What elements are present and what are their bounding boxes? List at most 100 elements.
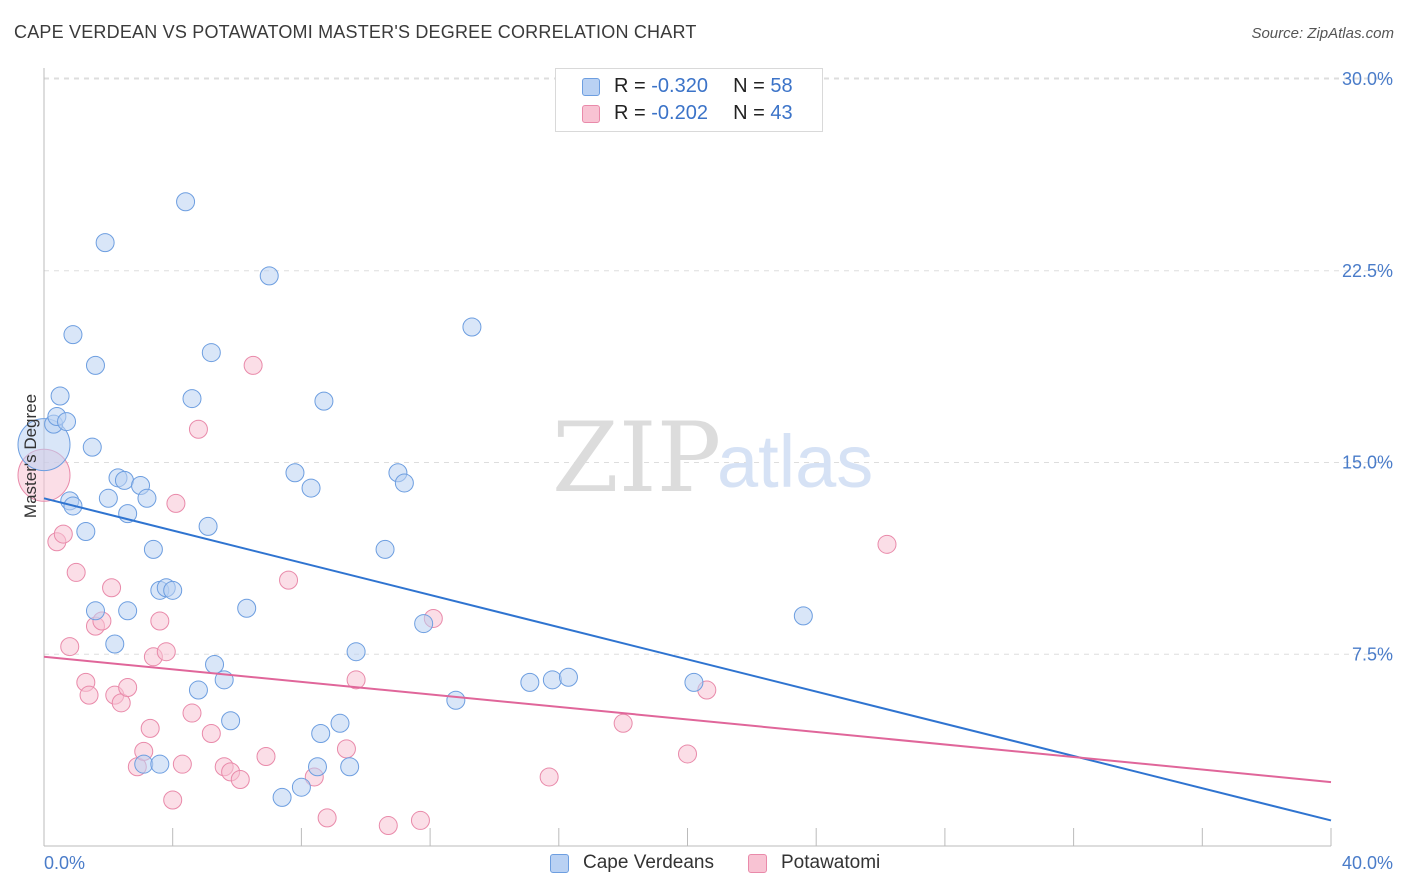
data-point	[558, 667, 578, 687]
data-point	[98, 488, 118, 508]
data-point	[272, 787, 292, 807]
data-point	[60, 637, 80, 657]
legend-n-value: 43	[770, 102, 793, 124]
legend-r-label: R =	[614, 102, 652, 124]
data-point	[182, 389, 202, 409]
data-point	[375, 539, 395, 559]
data-point	[176, 192, 196, 212]
data-point	[85, 355, 105, 375]
y-tick-label: 7.5%	[1352, 644, 1393, 664]
legend-r-label: R =	[614, 75, 652, 97]
legend-n-label: N =	[733, 102, 771, 124]
data-point	[613, 713, 633, 733]
data-point	[520, 672, 540, 692]
data-point	[205, 654, 225, 674]
data-point	[542, 670, 562, 690]
data-point	[188, 419, 208, 439]
data-point	[188, 680, 208, 700]
data-point	[230, 770, 250, 790]
data-point	[684, 672, 704, 692]
series-swatch-pink	[748, 854, 767, 873]
data-point	[201, 724, 221, 744]
x-tick-label: 0.0%	[44, 853, 85, 873]
trend-line	[43, 655, 1332, 784]
data-point	[340, 757, 360, 777]
trend-line	[43, 497, 1332, 822]
data-point	[118, 677, 138, 697]
data-point	[201, 343, 221, 363]
data-point	[793, 606, 813, 626]
data-point	[877, 534, 897, 554]
data-point	[53, 524, 73, 544]
data-point	[414, 614, 434, 634]
data-point	[539, 767, 559, 787]
data-point	[291, 777, 311, 797]
data-point	[311, 724, 331, 744]
data-point	[95, 233, 115, 253]
data-point	[172, 754, 192, 774]
watermark: ZIP atlas	[552, 402, 873, 514]
data-point	[198, 516, 218, 536]
data-point	[346, 642, 366, 662]
data-point	[143, 539, 163, 559]
data-point	[79, 685, 99, 705]
data-point	[317, 808, 337, 828]
y-tick-label: 22.5%	[1342, 261, 1393, 281]
data-point	[243, 355, 263, 375]
data-point	[82, 437, 102, 457]
data-point	[259, 266, 279, 286]
series-label: Potawatomi	[781, 852, 881, 873]
data-point	[378, 816, 398, 836]
data-point	[150, 611, 170, 631]
data-point	[114, 470, 134, 490]
legend-n-label: N =	[733, 75, 771, 97]
data-point	[285, 463, 305, 483]
data-point	[140, 718, 160, 738]
data-point	[163, 790, 183, 810]
source-credit: Source: ZipAtlas.com	[1251, 25, 1394, 42]
y-axis-label: Master's Degree	[21, 394, 40, 518]
data-point	[85, 601, 105, 621]
data-point	[63, 325, 83, 345]
data-point	[394, 473, 414, 493]
data-point	[134, 754, 154, 774]
data-point	[346, 670, 366, 690]
data-point	[301, 478, 321, 498]
data-point	[166, 493, 186, 513]
data-point	[314, 391, 334, 411]
legend-r-value: -0.320	[651, 75, 708, 97]
legend-swatch-blue	[582, 78, 600, 96]
data-point	[446, 690, 466, 710]
data-point	[76, 522, 96, 542]
data-point	[336, 739, 356, 759]
data-point	[182, 703, 202, 723]
data-point	[237, 598, 257, 618]
data-point	[57, 412, 77, 432]
series-swatch-blue	[550, 854, 569, 873]
data-point	[410, 810, 430, 830]
data-point	[66, 562, 86, 582]
data-point	[50, 386, 70, 406]
data-point	[256, 747, 276, 767]
data-point	[221, 711, 241, 731]
data-point	[150, 754, 170, 774]
legend-swatch-pink	[582, 105, 600, 123]
x-tick-label: 40.0%	[1342, 853, 1393, 873]
tick-labels: 7.5% 15.0% 22.5% 30.0% 0.0% 40.0%	[44, 69, 1393, 873]
data-point	[137, 488, 157, 508]
data-point	[102, 578, 122, 598]
data-point	[163, 580, 183, 600]
legend-r-value: -0.202	[651, 102, 708, 124]
watermark-atlas: atlas	[717, 420, 873, 503]
data-point	[156, 642, 176, 662]
data-point	[330, 713, 350, 733]
trend-lines	[43, 497, 1332, 822]
series-label: Cape Verdeans	[583, 852, 714, 873]
y-tick-label: 15.0%	[1342, 453, 1393, 473]
data-point	[279, 570, 299, 590]
data-point	[462, 317, 482, 337]
watermark-zip: ZIP	[552, 402, 721, 514]
legend-n-value: 58	[770, 75, 793, 97]
correlation-legend: R = -0.320 N = 58 R = -0.202 N = 43	[555, 68, 823, 132]
